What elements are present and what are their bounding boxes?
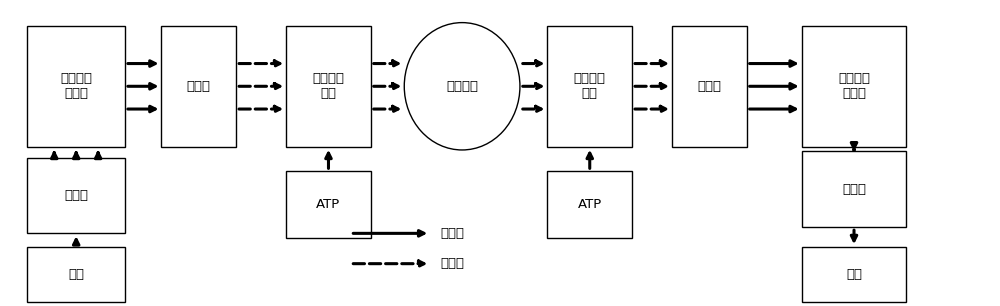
Text: 信源: 信源 (68, 268, 84, 281)
Text: ATP: ATP (316, 198, 341, 211)
Text: 探测器: 探测器 (697, 80, 721, 93)
Bar (802, 247, 906, 302)
Bar (161, 26, 236, 147)
Bar (547, 171, 632, 238)
Text: 光学天线
阵列: 光学天线 阵列 (312, 72, 344, 100)
Text: 电信号: 电信号 (440, 227, 464, 240)
Text: 调制及驱
动电路: 调制及驱 动电路 (60, 72, 92, 100)
Text: 解码器: 解码器 (842, 183, 866, 196)
Text: 光信号: 光信号 (440, 257, 464, 270)
Bar (286, 26, 371, 147)
Text: ATP: ATP (578, 198, 602, 211)
Bar (286, 171, 371, 238)
Bar (802, 151, 906, 227)
Text: 信宿: 信宿 (846, 268, 862, 281)
Bar (27, 26, 125, 147)
Bar (27, 247, 125, 302)
Bar (27, 158, 125, 233)
Text: 激光器: 激光器 (187, 80, 211, 93)
Text: 大气信道: 大气信道 (446, 80, 478, 93)
Bar (802, 26, 906, 147)
Text: 光学天线
阵列: 光学天线 阵列 (574, 72, 606, 100)
Bar (547, 26, 632, 147)
Text: 编码器: 编码器 (64, 189, 88, 202)
Text: 解调及信
号处理: 解调及信 号处理 (838, 72, 870, 100)
Bar (672, 26, 747, 147)
Ellipse shape (404, 23, 520, 150)
